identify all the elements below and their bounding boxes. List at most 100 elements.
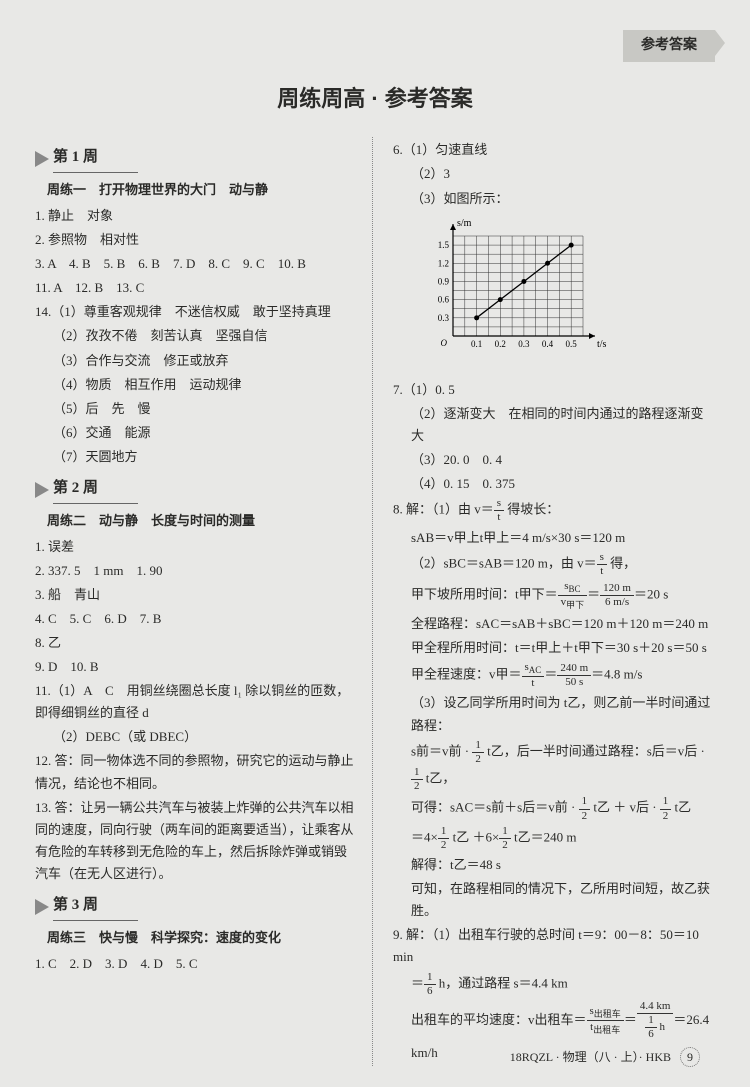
answer-line: 14.（1）尊重客观规律 不迷信权威 敢于坚持真理	[35, 301, 357, 323]
answer-line: （5）后 先 慢	[35, 398, 357, 420]
answer-line: 可知，在路程相同的情况下，乙所用时间短，故乙获胜。	[393, 878, 715, 922]
fraction: 240 m50 s	[557, 662, 591, 689]
svg-text:0.6: 0.6	[438, 294, 450, 304]
answer-line: 解得：t乙＝48 s	[393, 854, 715, 876]
answer-line: （2）逐渐变大 在相同的时间内通过的路程逐渐变大	[393, 403, 715, 447]
answer-line: 全程路程：sAC＝sAB＋sBC＝120 m＋120 m＝240 m	[393, 613, 715, 635]
week2-label: 第 2 周	[53, 476, 138, 504]
fraction: s出租车t出租车	[587, 1005, 624, 1036]
arrow-icon	[35, 151, 49, 167]
answer-line: 可得：sAC＝s前＋s后＝v前 · 12 t乙 ＋ v后 · 12 t乙	[393, 795, 715, 822]
answer-line: （3）设乙同学所用时间为 t乙，则乙前一半时间通过路程：	[393, 692, 715, 736]
answer-line: s前＝v前 · 12 t乙，后一半时间通过路程：s后＝v后 · 12 t乙，	[393, 739, 715, 794]
week2-subtitle: 周练二 动与静 长度与时间的测量	[47, 510, 357, 532]
answer-line: 3. A 4. B 5. B 6. B 7. D 8. C 9. C 10. B	[35, 253, 357, 275]
answer-line: 1. 静止 对象	[35, 205, 357, 227]
answer-line: （2）DEBC（或 DBEC）	[35, 726, 357, 748]
answer-line: （4）物质 相互作用 运动规律	[35, 374, 357, 396]
text: ＝20 s	[634, 587, 668, 602]
page-number: 9	[680, 1047, 700, 1067]
svg-text:0.5: 0.5	[566, 339, 578, 349]
text: 8. 解：（1）由 v＝	[393, 502, 494, 517]
answer-line: 甲全程速度：v甲＝sACt＝240 m50 s＝4.8 m/s	[393, 661, 715, 690]
text: h，通过路程 s＝4.4 km	[436, 975, 568, 990]
answer-line: （2）sBC＝sAB＝120 m，由 v＝st 得，	[393, 551, 715, 578]
fraction: 12	[438, 825, 450, 852]
svg-text:0.9: 0.9	[438, 276, 450, 286]
week1-label: 第 1 周	[53, 145, 138, 173]
text: 甲下坡所用时间：t甲下＝	[411, 587, 558, 602]
text: 得坡长：	[504, 502, 559, 517]
answer-line: 2. 337. 5 1 mm 1. 90	[35, 560, 357, 582]
fraction: 12	[579, 795, 591, 822]
fraction: 12	[411, 766, 423, 793]
answer-line: （3）合作与交流 修正或放弃	[35, 350, 357, 372]
text: t乙 ＋6×	[449, 829, 499, 844]
svg-text:1.2: 1.2	[438, 258, 449, 268]
fraction: sACt	[522, 661, 545, 690]
fraction: sBCv甲下	[558, 580, 588, 611]
fraction: 12	[499, 825, 511, 852]
text: 甲全程速度：v甲＝	[411, 667, 522, 682]
text: 出租车的平均速度：v出租车＝	[411, 1012, 587, 1027]
answer-line: 11. A 12. B 13. C	[35, 277, 357, 299]
svg-text:O: O	[441, 338, 448, 348]
text: t乙，	[423, 771, 456, 786]
answer-line: ＝16 h，通过路程 s＝4.4 km	[393, 971, 715, 998]
fraction: 12	[472, 739, 484, 766]
right-column: 6.（1）匀速直线 （2）3 （3）如图所示： 0.10.20.30.40.50…	[393, 137, 715, 1065]
answer-line: 7.（1）0. 5	[393, 379, 715, 401]
answer-line: 11.（1）A C 用铜丝绕圈总长度 l₁ 除以铜丝的匝数，即得细铜丝的直径 d	[35, 680, 357, 724]
content-columns: 第 1 周 周练一 打开物理世界的大门 动与静 1. 静止 对象 2. 参照物 …	[35, 137, 715, 1065]
answer-line: 8. 乙	[35, 632, 357, 654]
answer-line: 2. 参照物 相对性	[35, 229, 357, 251]
answer-line: （2）3	[393, 163, 715, 185]
fraction: 120 m6 m/s	[600, 582, 634, 609]
answer-line: ＝4×12 t乙 ＋6×12 t乙＝240 m	[393, 825, 715, 852]
text: 得，	[607, 555, 636, 570]
text: ＝4.8 m/s	[591, 667, 642, 682]
answer-line: （3）20. 0 0. 4	[393, 449, 715, 471]
svg-text:t/s: t/s	[597, 339, 607, 350]
answer-line: 13. 答：让另一辆公共汽车与被装上炸弹的公共汽车以相同的速度，同向行驶（两车间…	[35, 797, 357, 885]
week3-subtitle: 周练三 快与慢 科学探究：速度的变化	[47, 927, 357, 949]
arrow-icon	[35, 482, 49, 498]
answer-line: 4. C 5. C 6. D 7. B	[35, 608, 357, 630]
text: ＝4×	[411, 829, 438, 844]
week2-heading: 第 2 周	[35, 476, 357, 504]
week3-heading: 第 3 周	[35, 893, 357, 921]
answer-line: sAB＝v甲上t甲上＝4 m/s×30 s＝120 m	[393, 527, 715, 549]
answer-line: 甲下坡所用时间：t甲下＝sBCv甲下＝120 m6 m/s＝20 s	[393, 580, 715, 611]
answer-line: 9. 解：（1）出租车行驶的总时间 t＝9：00－8：50＝10 min	[393, 924, 715, 968]
svg-text:0.1: 0.1	[471, 339, 482, 349]
answer-line: 12. 答：同一物体选不同的参照物，研究它的运动与静止情况，结论也不相同。	[35, 750, 357, 794]
fraction: 12	[660, 795, 672, 822]
svg-text:s/m: s/m	[457, 218, 472, 229]
footer-text: 18RQZL · 物理（八 · 上）· HKB	[510, 1050, 671, 1064]
answer-line: （3）如图所示：	[393, 188, 715, 210]
answer-line: 1. C 2. D 3. D 4. D 5. C	[35, 953, 357, 975]
main-title: 周练周高 · 参考答案	[35, 80, 715, 117]
answer-line: 8. 解：（1）由 v＝st 得坡长：	[393, 497, 715, 524]
fraction: st	[494, 497, 504, 524]
answer-line: 9. D 10. B	[35, 656, 357, 678]
footer: 18RQZL · 物理（八 · 上）· HKB 9	[510, 1047, 700, 1067]
text: t乙，后一半时间通过路程：s后＝v后 ·	[484, 743, 705, 758]
left-column: 第 1 周 周练一 打开物理世界的大门 动与静 1. 静止 对象 2. 参照物 …	[35, 137, 373, 1065]
answer-line: （7）天圆地方	[35, 446, 357, 468]
answer-line: 甲全程所用时间：t＝t甲上＋t甲下＝30 s＋20 s＝50 s	[393, 637, 715, 659]
answer-line: 3. 船 青山	[35, 584, 357, 606]
answer-line: （6）交通 能源	[35, 422, 357, 444]
fraction: 16	[424, 971, 436, 998]
text: ＝	[411, 975, 424, 990]
text: t乙＝240 m	[511, 829, 577, 844]
line-chart: 0.10.20.30.40.50.30.60.91.21.5Ot/ss/m	[423, 216, 715, 373]
svg-text:1.5: 1.5	[438, 240, 450, 250]
svg-text:0.3: 0.3	[438, 312, 450, 322]
text: 可得：sAC＝s前＋s后＝v前 ·	[411, 800, 579, 815]
week1-heading: 第 1 周	[35, 145, 357, 173]
text: t乙	[671, 800, 691, 815]
week3-label: 第 3 周	[53, 893, 138, 921]
svg-text:0.4: 0.4	[542, 339, 554, 349]
fraction: st	[597, 551, 607, 578]
